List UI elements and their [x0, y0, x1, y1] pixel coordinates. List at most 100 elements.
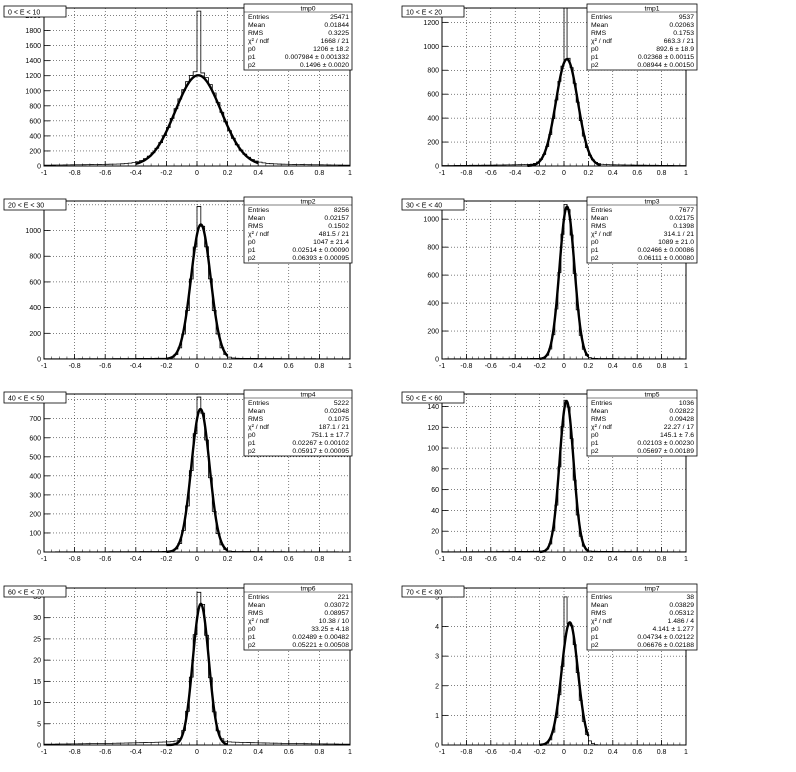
- stats-value: 1206 ± 18.2: [313, 46, 349, 53]
- y-tick-label: 0: [37, 550, 41, 557]
- x-tick-label: 0.8: [315, 749, 325, 756]
- fit-curve: [166, 223, 229, 360]
- x-tick-label: -0.8: [460, 749, 472, 756]
- panel-title-text: 10 < E < 20: [406, 10, 442, 17]
- panel-tmp4: -1 -0.8 -0.6 -0.4 -0.2 0 0.2 0.4 0.6 0.8 1 0 100 200 3…: [3, 389, 353, 563]
- stats-frame: [586, 3, 698, 71]
- panel-title: 10 < E < 20: [401, 5, 465, 18]
- stats-box: tmp7 Entries 38 Mean 0.03829 RMS 0.05312 χ² / n…: [586, 583, 698, 651]
- stats-label: p1: [248, 634, 256, 641]
- y-tick-label: 0: [435, 743, 439, 750]
- x-tick-label: 0.2: [223, 170, 233, 177]
- stats-value: 0.02822: [669, 408, 694, 415]
- panel-title: 50 < E < 60: [401, 391, 465, 404]
- x-tick-label: 1: [348, 556, 352, 563]
- x-tick-label: -0.2: [160, 170, 172, 177]
- stats-value: 0.04734 ± 0.02122: [637, 634, 694, 641]
- x-tick-label: -0.2: [160, 556, 172, 563]
- stats-name: tmp4: [300, 392, 315, 399]
- stats-value: 5222: [334, 400, 349, 407]
- stats-value: 892.6 ± 18.9: [656, 46, 694, 53]
- panel-title-box: [401, 391, 465, 404]
- x-tick-label: 0.4: [608, 170, 618, 177]
- y-tick-label: 25: [33, 636, 41, 643]
- histogram-steps: [442, 596, 686, 746]
- stats-value: 0.03072: [324, 602, 349, 609]
- fit-curve: [539, 399, 589, 554]
- x-tick-label: -0.6: [485, 749, 497, 756]
- x-tick-label: 1: [348, 749, 352, 756]
- x-tick-label: -0.2: [160, 749, 172, 756]
- x-tick-label: -1: [41, 749, 47, 756]
- stats-value: 1036: [679, 400, 694, 407]
- x-tick-label: -0.6: [99, 363, 111, 370]
- stats-label: RMS: [248, 416, 264, 423]
- stats-frame: [243, 389, 353, 457]
- stats-value: 221: [338, 594, 350, 601]
- y-tick-label: 1: [435, 713, 439, 720]
- x-tick-label: -0.8: [69, 170, 81, 177]
- x-tick-label: -0.6: [99, 556, 111, 563]
- stats-value: 0.1075: [328, 416, 349, 423]
- stats-value: 7677: [679, 207, 694, 214]
- stats-label: RMS: [591, 223, 607, 230]
- histogram-steps: [442, 7, 686, 166]
- stats-frame: [586, 196, 698, 264]
- stats-box: tmp0 Entries 25471 Mean 0.01844 RMS 0.3225 χ² /…: [243, 3, 353, 71]
- stats-value: 314.1 / 21: [664, 231, 694, 238]
- y-tick-label: 0: [37, 743, 41, 750]
- x-tick-label: -0.4: [509, 749, 521, 756]
- x-tick-label: 0.6: [284, 363, 294, 370]
- x-tick-label: -1: [41, 363, 47, 370]
- y-tick-label: 200: [427, 329, 439, 336]
- stats-label: p1: [248, 54, 256, 61]
- stats-value: 0.06111 ± 0.00080: [638, 255, 694, 262]
- y-tick-label: 120: [427, 425, 439, 432]
- panel-title: 60 < E < 70: [3, 585, 67, 598]
- stats-box: tmp2 Entries 8256 Mean 0.02157 RMS 0.1502 χ² / …: [243, 196, 353, 264]
- x-tick-label: 0.2: [223, 363, 233, 370]
- x-tick-label: -0.4: [509, 170, 521, 177]
- y-tick-label: 1800: [25, 28, 41, 35]
- x-tick-label: 0.8: [657, 170, 667, 177]
- x-tick-label: 0: [562, 556, 566, 563]
- stats-name: tmp0: [300, 6, 315, 13]
- stats-value: 0.05697 ± 0.00189: [637, 448, 694, 455]
- panel-tmp5: -1 -0.8 -0.6 -0.4 -0.2 0 0.2 0.4 0.6 0.8 1 0 20 40 60 8…: [401, 389, 698, 563]
- stats-label: Entries: [248, 400, 270, 407]
- stats-label: Entries: [248, 14, 270, 21]
- stats-label: p2: [248, 642, 256, 649]
- stats-box: tmp3 Entries 7677 Mean 0.02175 RMS 0.1398 χ² / …: [586, 196, 698, 264]
- x-tick-label: 0.6: [632, 170, 642, 177]
- stats-value: 1089 ± 21.0: [658, 239, 694, 246]
- stats-label: p2: [591, 255, 599, 262]
- stats-value: 0.08944 ± 0.00150: [637, 62, 694, 69]
- y-tick-label: 0: [435, 164, 439, 171]
- stats-frame: [243, 196, 353, 264]
- y-tick-label: 35: [33, 594, 41, 601]
- stats-label: RMS: [591, 416, 607, 423]
- stats-label: p0: [248, 239, 256, 246]
- x-tick-label: -0.6: [485, 170, 497, 177]
- x-tick-label: -0.6: [99, 170, 111, 177]
- x-tick-label: -1: [439, 749, 445, 756]
- x-tick-label: 0.2: [584, 363, 594, 370]
- stats-value: 0.06393 ± 0.00095: [292, 255, 349, 262]
- stats-value: 0.1496 ± 0.0020: [300, 62, 349, 69]
- x-tick-label: 0.2: [584, 170, 594, 177]
- panel-title-box: [3, 585, 67, 598]
- stats-label: p1: [248, 440, 256, 447]
- stats-label: Mean: [591, 602, 608, 609]
- stats-value: 8256: [334, 207, 349, 214]
- stats-label: χ² / ndf: [591, 618, 612, 625]
- x-tick-label: -0.8: [69, 363, 81, 370]
- y-tick-label: 800: [427, 68, 439, 75]
- y-tick-label: 400: [427, 301, 439, 308]
- stats-value: 0.03829: [669, 602, 694, 609]
- panel-tmp2: -1 -0.8 -0.6 -0.4 -0.2 0 0.2 0.4 0.6 0.8 1 0 200 400 6…: [3, 196, 353, 370]
- panel-title-text: 60 < E < 70: [8, 590, 44, 597]
- y-tick-label: 1600: [25, 43, 41, 50]
- stats-value: 0.1753: [673, 30, 694, 37]
- panel-title: 30 < E < 40: [401, 198, 465, 211]
